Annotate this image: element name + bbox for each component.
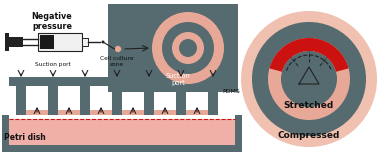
Bar (235, 115, 242, 150)
Circle shape (179, 39, 197, 57)
Polygon shape (270, 38, 349, 72)
Bar (82, 38, 88, 46)
Circle shape (172, 32, 204, 64)
Bar (9, 37, 23, 47)
Bar (154, 110, 176, 115)
Circle shape (241, 11, 377, 147)
Circle shape (252, 22, 366, 136)
Circle shape (293, 63, 325, 95)
Bar (2, 115, 9, 150)
Bar (80, 86, 90, 115)
Bar (9, 119, 235, 146)
Text: Suction
port: Suction port (166, 73, 191, 86)
Circle shape (152, 12, 224, 84)
Bar (108, 4, 238, 92)
Bar (26, 110, 48, 115)
Circle shape (102, 40, 104, 43)
Text: Compressed: Compressed (278, 131, 340, 140)
Circle shape (162, 22, 214, 74)
Bar (144, 86, 154, 115)
Text: Cell culture
zone: Cell culture zone (100, 56, 134, 67)
Bar (5, 33, 9, 51)
Bar (112, 86, 122, 115)
Text: Negative
pressure: Negative pressure (32, 12, 72, 31)
Bar (58, 110, 80, 115)
Bar (16, 86, 26, 115)
Text: Stretched: Stretched (284, 101, 334, 110)
Circle shape (115, 46, 121, 52)
Bar (208, 86, 218, 115)
Bar (122, 110, 144, 115)
Bar (186, 110, 208, 115)
Text: PDMS: PDMS (222, 89, 240, 94)
Text: Petri dish: Petri dish (4, 133, 46, 142)
Bar (2, 145, 242, 152)
Circle shape (281, 51, 337, 107)
Bar (48, 86, 58, 115)
Bar (9, 77, 235, 86)
Bar (38, 33, 82, 51)
Circle shape (268, 38, 350, 120)
Bar (176, 86, 186, 115)
Bar (90, 110, 112, 115)
Text: Suction port: Suction port (35, 62, 71, 67)
Bar (40, 35, 54, 49)
